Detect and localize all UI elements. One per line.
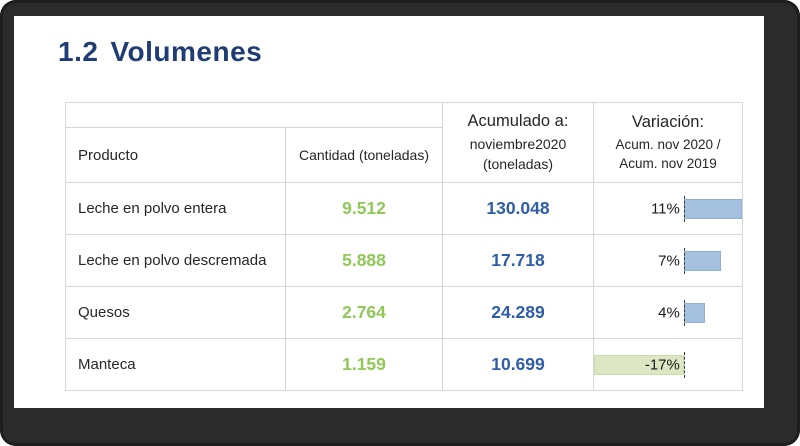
variacion-cell: 11% [593, 182, 743, 235]
databar-axis-line [683, 299, 685, 326]
header-acumulado-line1: Acumulado a: [467, 112, 569, 131]
cantidad-value: 5.888 [285, 234, 443, 287]
variacion-label: 11% [650, 200, 680, 217]
product-name: Leche en polvo entera [65, 182, 286, 235]
header-cantidad: Cantidad (toneladas) [285, 127, 443, 183]
variacion-cell: 7% [593, 234, 743, 287]
product-name: Manteca [65, 338, 286, 391]
variation-databar [683, 250, 721, 271]
acumulado-value: 10.699 [442, 338, 594, 391]
header-row-top: Acumulado a: noviembre2020 (toneladas) V… [65, 102, 743, 183]
header-row-main: Producto Cantidad (toneladas) [65, 127, 743, 183]
variacion-label: 4% [658, 304, 680, 321]
header-acumulado-line3: (toneladas) [482, 156, 554, 173]
volumes-table: Acumulado a: noviembre2020 (toneladas) V… [65, 102, 743, 391]
acumulado-value: 130.048 [442, 182, 594, 235]
header-variacion-line3: Acum. nov 2019 [619, 156, 717, 172]
header-cantidad-line1: Cantidad [299, 146, 356, 163]
databar-axis-line [683, 247, 685, 274]
header-variacion: Variación: Acum. nov 2020 / Acum. nov 20… [593, 102, 743, 183]
product-name: Leche en polvo descremada [65, 234, 286, 287]
report-page: 1.2 Volumenes Acumulado a: noviembre2020 … [14, 16, 764, 408]
header-producto: Producto [65, 127, 286, 183]
variation-databar [683, 302, 705, 323]
variacion-cell: -17% [593, 338, 743, 391]
section-number: 1.2 [58, 36, 99, 67]
cantidad-value: 1.159 [285, 338, 443, 391]
table-row: Leche en polvo descremada 5.888 17.718 7… [65, 234, 743, 287]
product-name: Quesos [65, 286, 286, 339]
section-title-text: Volumenes [110, 36, 263, 67]
header-cantidad-line2: (toneladas) [358, 146, 429, 163]
databar-axis-line [683, 351, 685, 378]
table-row: Leche en polvo entera 9.512 130.048 11% [65, 182, 743, 235]
table-row: Quesos 2.764 24.289 4% [65, 286, 743, 339]
variacion-cell: 4% [593, 286, 743, 339]
cantidad-value: 2.764 [285, 286, 443, 339]
header-variacion-line2: Acum. nov 2020 / [615, 136, 721, 152]
variacion-label: -17% [644, 356, 680, 373]
databar-axis-line [683, 195, 685, 222]
variation-databar [594, 354, 684, 375]
header-acumulado: Acumulado a: noviembre2020 (toneladas) [442, 102, 594, 183]
header-empty-cell [65, 102, 443, 128]
header-variacion-line1: Variación: [631, 112, 705, 131]
section-title: 1.2 Volumenes [58, 36, 262, 68]
acumulado-value: 24.289 [442, 286, 594, 339]
header-acumulado-line2: noviembre2020 [469, 136, 567, 153]
variacion-label: 7% [658, 252, 680, 269]
table-row: Manteca 1.159 10.699 -17% [65, 338, 743, 391]
cantidad-value: 9.512 [285, 182, 443, 235]
acumulado-value: 17.718 [442, 234, 594, 287]
variation-databar [683, 198, 742, 219]
